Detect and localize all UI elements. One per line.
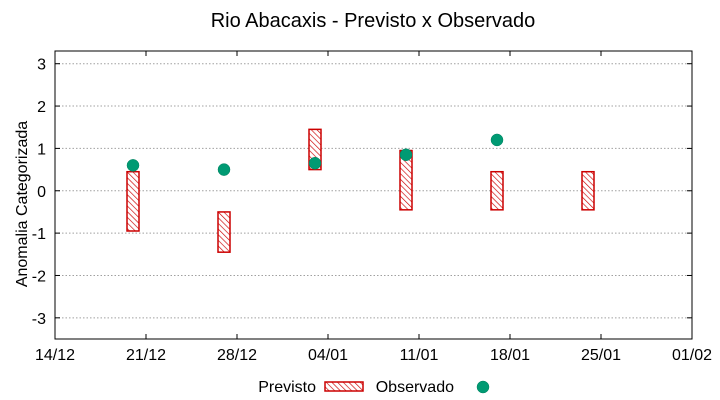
- x-tick-label: 04/01: [308, 347, 348, 364]
- legend-label-observado: Observado: [376, 379, 454, 396]
- x-tick-label: 28/12: [217, 347, 257, 364]
- observed-series: [126, 133, 504, 176]
- forecast-box: [581, 170, 595, 211]
- x-tick-label: 11/01: [400, 347, 439, 364]
- observed-point: [126, 159, 140, 172]
- y-axis-label: Anomalia Categorizada: [14, 121, 31, 287]
- x-axis: 14/12 21/12 28/12 04/01 11/01 18/01 25/01 01/02: [35, 51, 712, 364]
- x-tick-label: 21/12: [126, 347, 166, 364]
- legend: Previsto Observado: [258, 379, 490, 396]
- forecast-box: [490, 170, 504, 211]
- chart-title: Rio Abacaxis - Previsto x Observado: [211, 10, 536, 32]
- observed-point: [308, 156, 322, 170]
- y-tick-label: -1: [32, 226, 46, 243]
- legend-label-previsto: Previsto: [258, 379, 316, 396]
- observed-point: [217, 163, 231, 176]
- x-tick-label: 18/01: [490, 347, 530, 364]
- y-tick-label: 3: [37, 57, 46, 74]
- grid-lines: [55, 63, 692, 319]
- observed-point: [490, 133, 504, 147]
- plot-frame: [54, 50, 693, 340]
- forecast-series: [126, 128, 595, 253]
- y-tick-label: -2: [32, 268, 46, 285]
- observed-point: [399, 148, 413, 162]
- y-axis: -3 -2 -1 0 1 2 3: [32, 57, 692, 328]
- y-tick-label: 2: [37, 99, 46, 116]
- x-tick-label: 01/02: [672, 347, 712, 364]
- y-tick-label: 1: [37, 141, 46, 158]
- legend-swatch-previsto: [324, 381, 364, 392]
- forecast-box: [217, 211, 231, 253]
- y-tick-label: 0: [37, 184, 46, 201]
- x-tick-label: 14/12: [35, 347, 75, 364]
- y-tick-label: -3: [32, 311, 46, 328]
- forecast-box: [126, 170, 140, 232]
- x-tick-label: 25/01: [581, 347, 621, 364]
- legend-swatch-observado: [476, 380, 490, 394]
